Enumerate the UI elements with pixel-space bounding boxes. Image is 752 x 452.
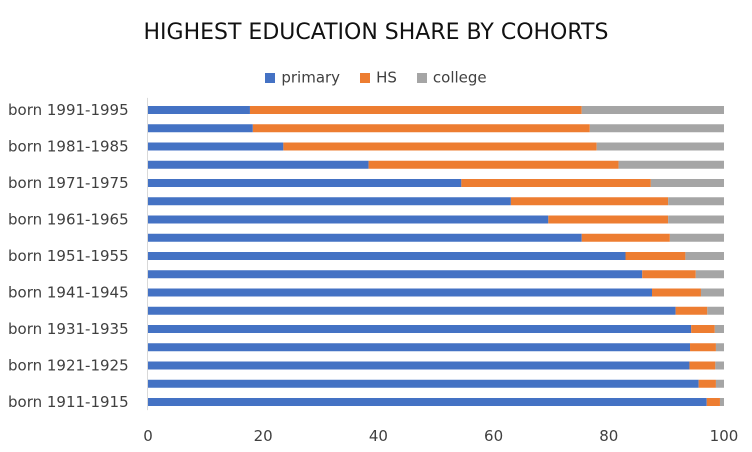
y-tick-label: born 1971-1975 [8, 174, 129, 192]
bar-primary-row-8 [148, 252, 626, 260]
y-tick-label: born 1921-1925 [8, 357, 129, 375]
bar-hs-row-0 [249, 106, 582, 114]
bar-hs-row-7 [581, 233, 670, 242]
bar-primary-row-0 [148, 106, 250, 114]
bar-college-row-12 [714, 325, 724, 333]
bar-hs-row-14 [689, 361, 716, 370]
bar-hs-row-3 [368, 160, 619, 169]
bar-hs-row-11 [675, 306, 708, 315]
x-tick-label: 80 [599, 427, 618, 445]
y-tick-label: born 1991-1995 [8, 101, 129, 119]
bar-college-row-11 [707, 306, 724, 315]
x-tick-label: 60 [484, 427, 503, 445]
bar-college-row-7 [669, 233, 724, 242]
bar-college-row-5 [668, 197, 724, 206]
legend-item-hs: HS [360, 68, 397, 87]
bar-hs-row-9 [642, 270, 696, 279]
legend-label: primary [281, 68, 341, 87]
bar-primary-row-16 [148, 398, 707, 406]
bar-primary-row-4 [148, 179, 462, 187]
bar-primary-row-12 [148, 325, 692, 333]
x-tick-label: 20 [254, 427, 273, 445]
bar-college-row-13 [715, 343, 724, 352]
bar-primary-row-13 [148, 343, 691, 352]
bar-college-row-9 [695, 270, 724, 279]
bar-college-row-2 [596, 142, 724, 151]
bar-primary-row-10 [148, 288, 652, 297]
bar-primary-row-15 [148, 379, 699, 388]
y-tick-label: born 1941-1945 [8, 284, 129, 302]
bar-college-row-14 [715, 361, 724, 370]
bar-primary-row-9 [148, 270, 643, 279]
bar-college-row-4 [650, 179, 724, 187]
y-tick-label: born 1961-1965 [8, 211, 129, 229]
bar-hs-row-8 [625, 252, 686, 260]
bar-primary-row-3 [148, 160, 369, 169]
bar-college-row-6 [668, 215, 724, 224]
bar-primary-row-14 [148, 361, 690, 370]
x-tick-label: 100 [710, 427, 739, 445]
bar-college-row-0 [581, 106, 724, 114]
legend-label: college [432, 68, 487, 87]
y-tick-label: born 1981-1985 [8, 138, 129, 156]
bar-hs-row-10 [652, 288, 701, 297]
bar-hs-row-13 [690, 343, 716, 352]
bar-college-row-10 [700, 288, 724, 297]
bar-primary-row-2 [148, 142, 284, 151]
bar-hs-row-1 [252, 124, 590, 133]
bar-hs-row-6 [548, 215, 669, 224]
chart-title: HIGHEST EDUCATION SHARE BY COHORTS [143, 20, 609, 45]
legend-item-college: college [416, 68, 487, 87]
legend: primary HS college [0, 68, 752, 87]
bar-hs-row-2 [283, 142, 597, 151]
bar-primary-row-1 [148, 124, 253, 133]
bar-college-row-3 [618, 160, 724, 169]
bar-hs-row-5 [510, 197, 669, 206]
y-tick-label: born 1951-1955 [8, 247, 129, 265]
legend-swatch [416, 72, 427, 83]
bar-primary-row-11 [148, 306, 676, 315]
bar-hs-row-4 [461, 179, 651, 187]
y-tick-label: born 1931-1935 [8, 320, 129, 338]
bar-college-row-1 [589, 124, 724, 133]
legend-item-primary: primary [265, 68, 340, 87]
bar-college-row-15 [715, 379, 724, 388]
bar-primary-row-6 [148, 215, 549, 224]
bar-hs-row-16 [706, 398, 720, 406]
y-tick-label: born 1911-1915 [8, 393, 129, 411]
x-tick-label: 0 [143, 427, 153, 445]
legend-swatch [360, 72, 371, 83]
legend-label: HS [376, 68, 397, 87]
legend-swatch [265, 72, 276, 83]
bar-college-row-16 [719, 398, 724, 406]
bar-primary-row-5 [148, 197, 511, 206]
bar-hs-row-15 [698, 379, 716, 388]
bar-primary-row-7 [148, 233, 582, 242]
bar-hs-row-12 [691, 325, 715, 333]
bar-college-row-8 [685, 252, 724, 260]
x-tick-label: 40 [369, 427, 388, 445]
